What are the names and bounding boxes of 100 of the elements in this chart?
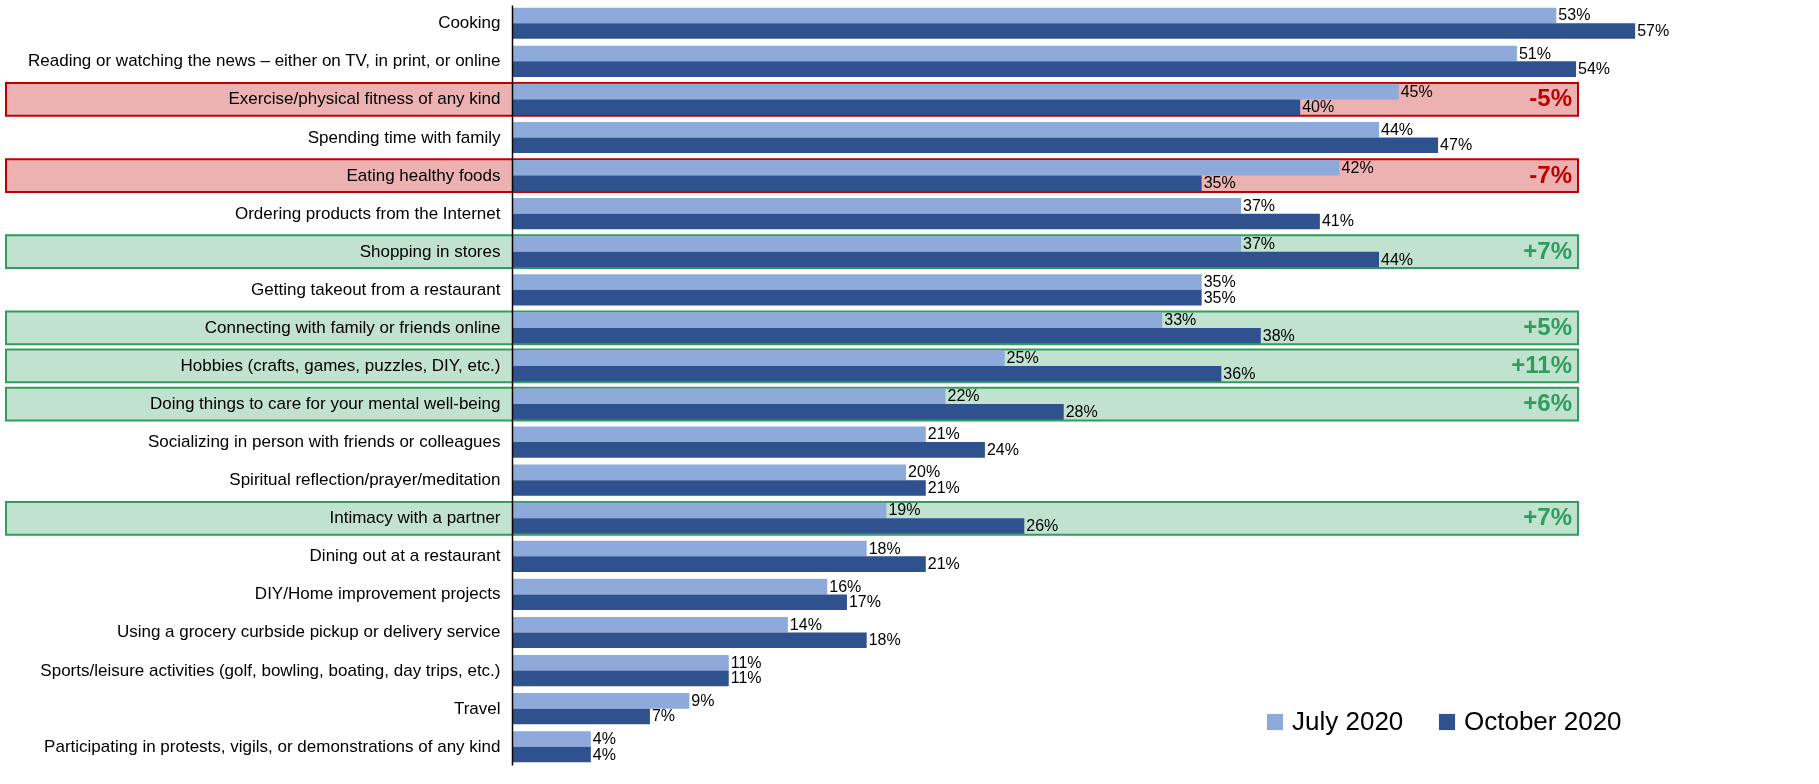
y-tick-label: Spending time with family [307, 127, 501, 147]
bar [512, 99, 1301, 116]
data-label: 35% [1203, 273, 1236, 291]
y-tick-label: Intimacy with a partner [329, 508, 501, 528]
y-tick-label: Using a grocery curbside pickup or delivery service [116, 622, 501, 642]
data-label: 44% [1381, 250, 1414, 268]
data-label: 35% [1203, 288, 1236, 306]
bar [512, 83, 1399, 100]
bar [512, 198, 1242, 214]
y-tick-label: Reading or watching the news – either on TV, in print, or online [27, 51, 501, 71]
data-label: 7% [651, 707, 676, 725]
bar [512, 137, 1439, 154]
data-label: 57% [1637, 22, 1670, 40]
bar [512, 7, 1557, 24]
data-label: 42% [1341, 158, 1374, 176]
data-label: 9% [691, 691, 715, 709]
y-tick-label: Participating in protests, vigils, or demonstrations of any kind [44, 736, 501, 756]
bar [512, 670, 729, 687]
band-label: +11% [1511, 350, 1572, 378]
bar [512, 175, 1202, 192]
y-tick-label: Eating healthy foods [346, 165, 501, 185]
data-label: 51% [1518, 44, 1551, 62]
data-label: 18% [868, 631, 901, 649]
legend-label: July 2020 [1292, 706, 1404, 736]
bar [512, 61, 1577, 77]
y-tick-label: Spiritual reflection/prayer/meditation [229, 470, 501, 490]
data-label: 36% [1223, 364, 1256, 382]
data-label: 19% [888, 501, 921, 519]
band-label: +7% [1523, 236, 1572, 264]
bar [512, 274, 1202, 290]
data-label: 21% [927, 555, 960, 573]
bar [512, 388, 946, 405]
y-tick-label: Hobbies (crafts, games, puzzles, DIY, etc.) [180, 355, 501, 375]
y-tick-label: Sports/leisure activities (golf, bowling, boating, day trips, etc.) [40, 660, 501, 680]
bar [512, 540, 867, 557]
data-label: 38% [1262, 326, 1295, 344]
bar [512, 654, 729, 671]
bar [512, 594, 847, 611]
bar [512, 327, 1261, 344]
bar [512, 159, 1340, 176]
bar [512, 365, 1222, 382]
data-label: 54% [1578, 60, 1611, 78]
bar [512, 578, 828, 595]
data-label: 37% [1243, 234, 1276, 252]
y-tick-label: Cooking [438, 13, 501, 33]
bar [512, 45, 1517, 62]
bar [512, 731, 591, 747]
bar [512, 502, 887, 519]
bar [512, 404, 1064, 420]
band-label: +5% [1523, 312, 1572, 340]
bar [512, 693, 690, 709]
data-label: 35% [1203, 174, 1236, 192]
data-label: 11% [730, 653, 762, 671]
data-label: 28% [1065, 402, 1098, 420]
y-tick-label: Doing things to care for your mental well-being [149, 394, 501, 414]
bar [512, 746, 591, 763]
data-label: 17% [848, 593, 882, 611]
data-label: 11% [730, 669, 762, 687]
bar [512, 632, 867, 649]
data-label: 4% [592, 729, 616, 747]
bar [512, 616, 788, 633]
data-label: 40% [1302, 98, 1335, 116]
y-tick-label: Shopping in stores [359, 241, 501, 261]
bar [512, 251, 1379, 268]
bar [512, 442, 985, 458]
data-label: 22% [947, 387, 980, 405]
data-label: 14% [789, 615, 822, 633]
y-tick-label: Ordering products from the Internet [234, 203, 501, 223]
data-label: 37% [1243, 196, 1276, 214]
band-label: -5% [1529, 84, 1572, 112]
data-label: 24% [986, 440, 1019, 458]
data-label: 20% [908, 463, 941, 481]
bar [512, 464, 907, 481]
band-label: +7% [1523, 503, 1572, 531]
band-label: +6% [1523, 389, 1572, 417]
data-label: 21% [927, 425, 960, 443]
bar [512, 236, 1242, 252]
y-tick-label: Connecting with family or friends online [204, 317, 501, 337]
bar [512, 23, 1636, 39]
band-label: -7% [1529, 160, 1572, 188]
y-tick-label: Exercise/physical fitness of any kind [228, 89, 501, 109]
y-tick-label: Travel [453, 698, 501, 718]
data-label: 44% [1381, 120, 1414, 138]
y-tick-label: Getting takeout from a restaurant [251, 279, 501, 299]
data-label: 4% [592, 745, 616, 763]
data-label: 16% [829, 577, 862, 595]
bar [512, 708, 650, 725]
y-tick-label: DIY/Home improvement projects [254, 584, 501, 604]
data-label: 41% [1321, 212, 1354, 230]
data-label: 33% [1164, 311, 1197, 329]
bar [512, 350, 1005, 366]
data-label: 26% [1026, 517, 1059, 535]
data-label: 47% [1440, 136, 1473, 154]
data-label: 25% [1006, 349, 1039, 367]
data-label: 18% [868, 539, 901, 557]
bar [512, 312, 1163, 328]
bar [512, 289, 1202, 306]
data-label: 45% [1400, 82, 1433, 100]
y-tick-label: Dining out at a restaurant [309, 546, 501, 566]
bar [512, 556, 926, 572]
